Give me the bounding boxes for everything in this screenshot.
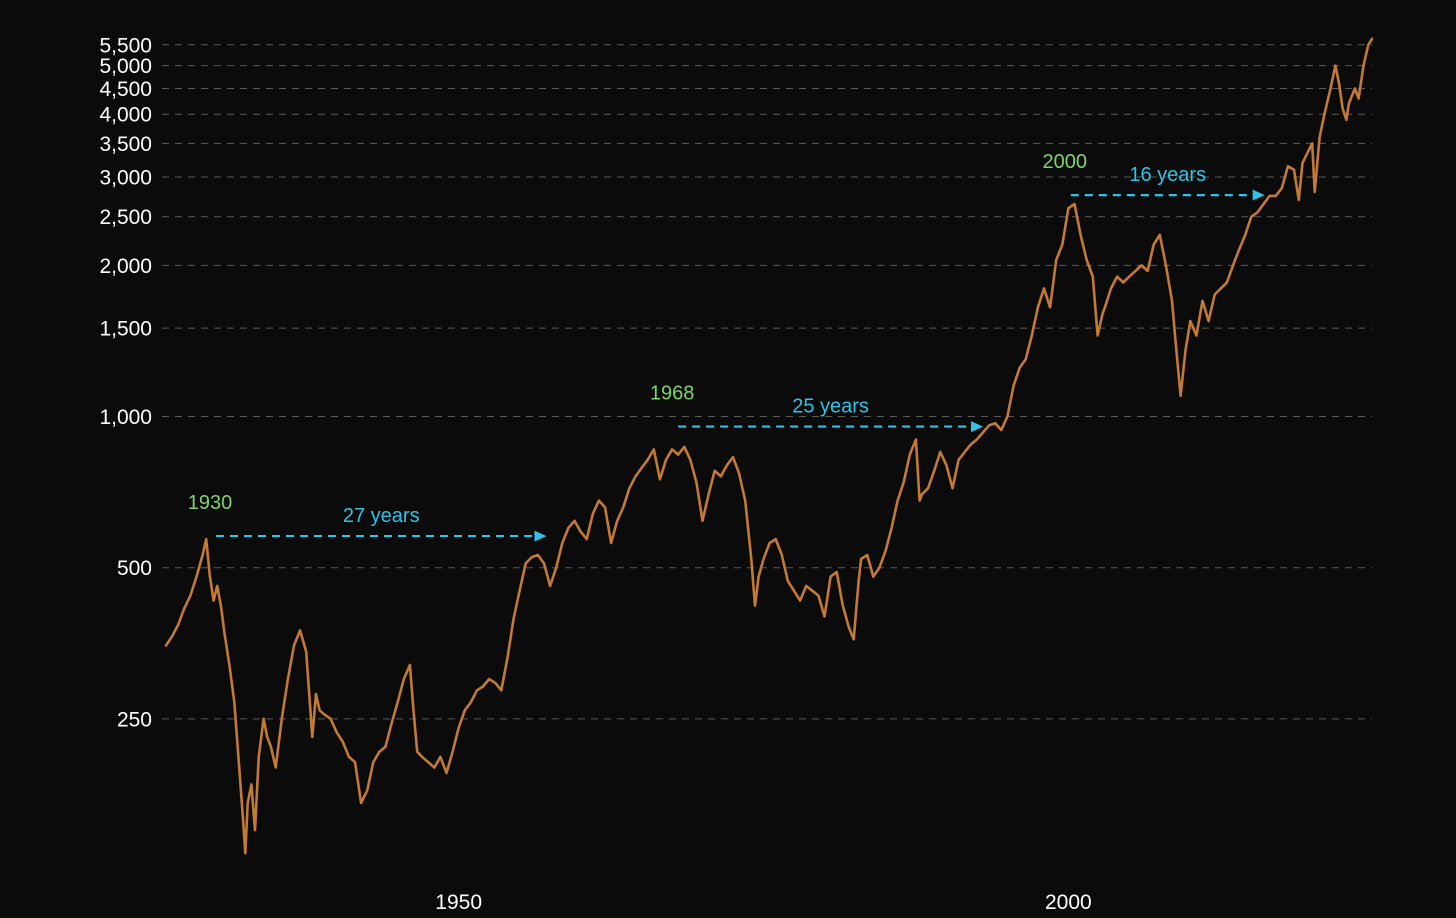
- recovery-duration-label: 25 years: [792, 396, 869, 418]
- arrow-head-icon: [971, 421, 984, 433]
- y-tick-label: 3,500: [99, 133, 152, 156]
- recovery-duration-label: 16 years: [1129, 164, 1206, 186]
- x-tick-label: 1950: [435, 891, 482, 914]
- y-axis: 250 500 1,000 1,500 2,000 2,500 3,000 3,500 4,00…: [99, 34, 152, 731]
- peak-year-label: 1930: [188, 492, 233, 514]
- x-axis: 1950 2000: [435, 891, 1091, 914]
- y-tick-label: 4,500: [99, 78, 152, 101]
- y-tick-label: 1,500: [99, 318, 152, 341]
- x-tick-label: 2000: [1045, 891, 1092, 914]
- arrow-head-icon: [534, 530, 547, 542]
- y-tick-label: 250: [117, 708, 152, 731]
- series-line: [164, 37, 1374, 855]
- y-tick-label: 2,500: [99, 206, 152, 229]
- y-tick-label: 5,000: [99, 55, 152, 78]
- y-tick-label: 4,000: [99, 104, 152, 127]
- peak-year-label: 2000: [1043, 151, 1088, 173]
- y-tick-label: 3,000: [99, 166, 152, 189]
- arrow-head-icon: [1252, 189, 1265, 201]
- peak-year-label: 1968: [650, 383, 695, 405]
- series-group: [164, 37, 1374, 855]
- y-tick-label: 500: [117, 557, 152, 580]
- y-tick-label: 2,000: [99, 255, 152, 278]
- y-tick-label: 1,000: [99, 406, 152, 429]
- annotations: 1930 27 years 1968 25 years 2000 16 years: [188, 151, 1265, 542]
- y-tick-label: 5,500: [99, 34, 152, 57]
- recovery-duration-label: 27 years: [343, 505, 420, 527]
- grid: [162, 44, 1372, 720]
